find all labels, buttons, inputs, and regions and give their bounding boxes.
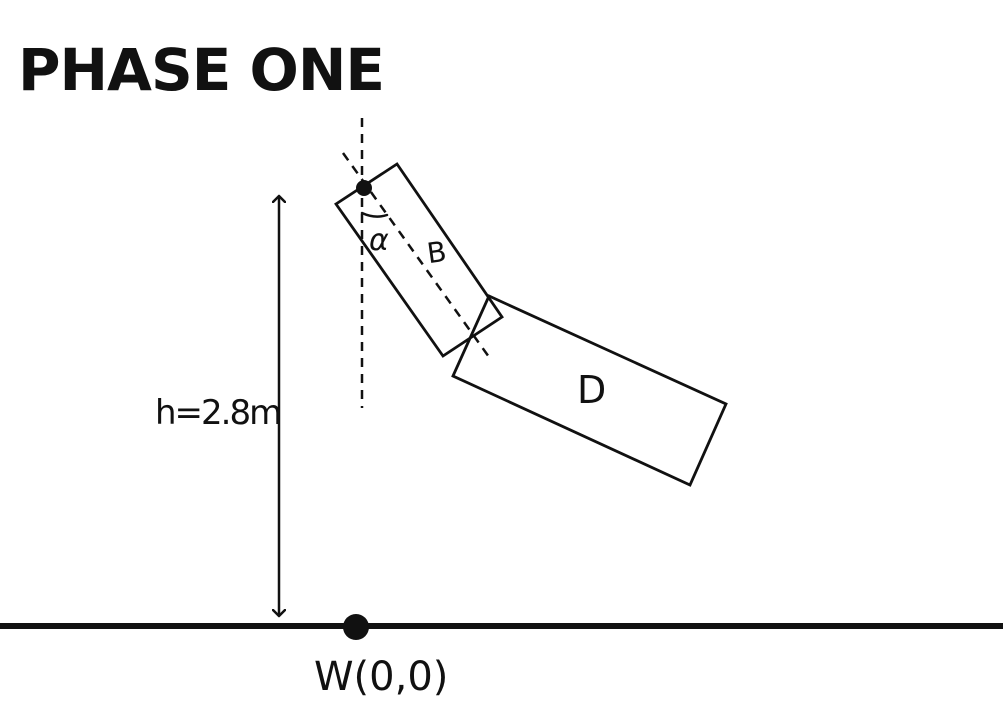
angle-alpha-arc bbox=[360, 211, 389, 218]
height-label: h=2.8m bbox=[155, 393, 280, 433]
segment-d-rectangle bbox=[451, 294, 728, 487]
origin-point bbox=[343, 614, 369, 640]
origin-label: W(0,0) bbox=[314, 654, 448, 700]
segment-b-axis-line bbox=[341, 152, 491, 358]
segment-b-label: B bbox=[425, 235, 449, 270]
diagram-title: PHASE ONE bbox=[18, 36, 384, 104]
pivot-point bbox=[356, 180, 372, 196]
angle-alpha-label: α bbox=[369, 223, 389, 258]
segment-b-rectangle bbox=[334, 162, 504, 358]
segment-d-label: D bbox=[577, 368, 606, 412]
